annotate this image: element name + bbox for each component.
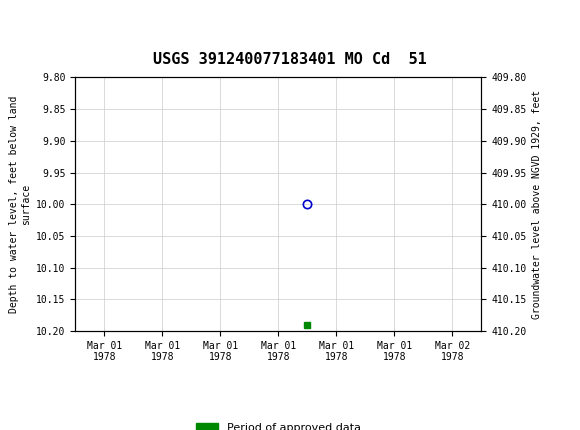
Legend: Period of approved data: Period of approved data <box>191 418 365 430</box>
Y-axis label: Depth to water level, feet below land
surface: Depth to water level, feet below land su… <box>9 95 31 313</box>
Y-axis label: Groundwater level above NGVD 1929, feet: Groundwater level above NGVD 1929, feet <box>532 90 542 319</box>
Text: ≡USGS: ≡USGS <box>17 17 72 35</box>
Text: USGS 391240077183401 MO Cd  51: USGS 391240077183401 MO Cd 51 <box>153 52 427 67</box>
